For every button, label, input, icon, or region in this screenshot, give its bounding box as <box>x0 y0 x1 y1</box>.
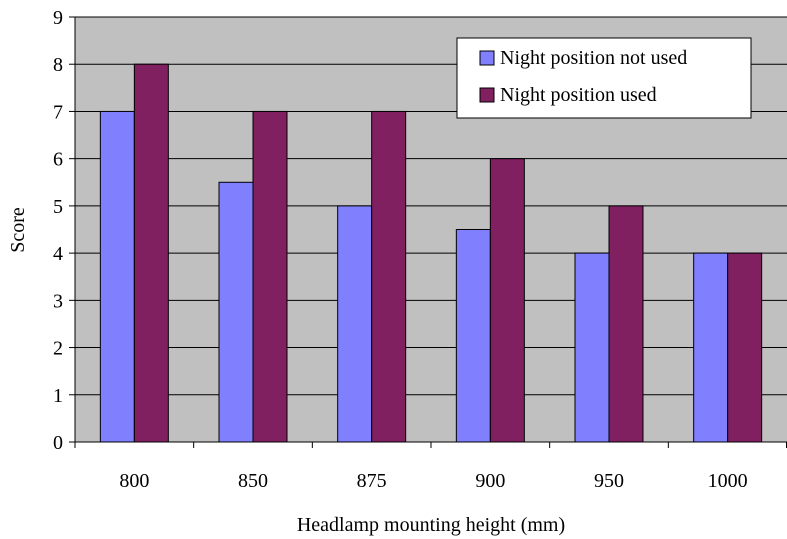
y-tick-label-2: 2 <box>53 338 63 360</box>
y-tick-label-9: 9 <box>53 7 63 29</box>
bar-used-900 <box>489 158 525 443</box>
legend-label-night-position-not-used: Night position not used <box>500 47 687 69</box>
legend-swatch-night-position-not-used <box>479 50 495 66</box>
y-tick-label-7: 7 <box>53 101 63 123</box>
y-tick-label-5: 5 <box>53 196 63 218</box>
x-tick-label-1000: 1000 <box>708 470 748 492</box>
bars <box>99 63 763 443</box>
y-tick-labels: 0 1 2 3 4 5 6 7 8 9 <box>53 7 63 454</box>
bar-not-used-1000 <box>693 252 729 443</box>
y-tick-label-0: 0 <box>53 432 63 454</box>
y-tick-label-1: 1 <box>53 385 63 407</box>
x-tick-label-875: 875 <box>357 470 387 492</box>
x-tick-label-900: 900 <box>475 470 505 492</box>
x-tick-labels: 800 850 875 900 950 1000 <box>119 470 747 492</box>
y-tick-label-8: 8 <box>53 54 63 76</box>
bar-used-875 <box>371 110 407 443</box>
y-tick-label-3: 3 <box>53 290 63 312</box>
bar-not-used-950 <box>574 252 610 443</box>
y-tick-label-6: 6 <box>53 149 63 171</box>
bar-not-used-900 <box>455 229 491 443</box>
legend-label-night-position-used: Night position used <box>500 84 657 106</box>
legend-box <box>456 37 752 119</box>
bar-used-850 <box>252 110 288 443</box>
x-tick-label-950: 950 <box>594 470 624 492</box>
bar-used-950 <box>608 205 644 443</box>
y-axis-title: Score <box>7 207 29 253</box>
x-axis-title: Headlamp mounting height (mm) <box>297 514 565 536</box>
bar-not-used-875 <box>337 205 373 443</box>
x-tick-label-800: 800 <box>119 470 149 492</box>
axes <box>69 16 787 448</box>
legend: Night position not used Night position u… <box>456 37 752 119</box>
legend-swatch-night-position-used <box>479 87 495 103</box>
bar-used-1000 <box>727 252 763 443</box>
x-tick-label-850: 850 <box>238 470 268 492</box>
bar-not-used-800 <box>99 110 135 443</box>
bar-used-800 <box>133 63 169 443</box>
bar-not-used-850 <box>218 181 254 443</box>
y-tick-label-4: 4 <box>53 243 63 265</box>
